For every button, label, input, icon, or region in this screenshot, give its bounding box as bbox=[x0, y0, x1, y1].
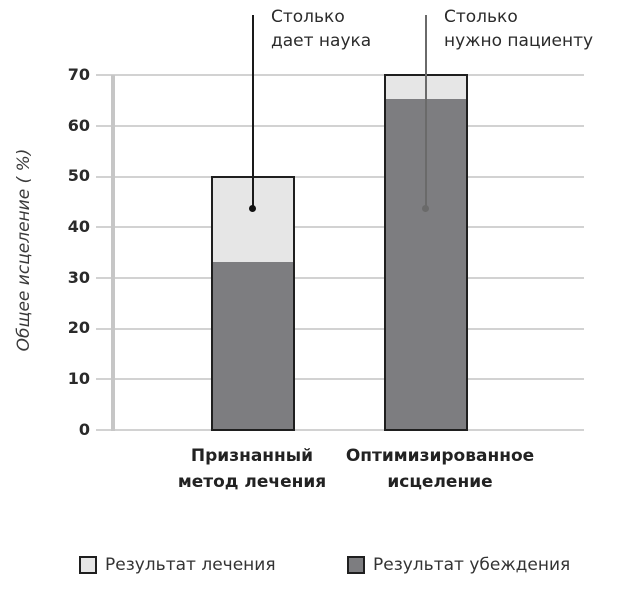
annotation-science: Столько дает наука bbox=[271, 5, 371, 53]
y-axis-label: Общее исцеление ( %) bbox=[14, 148, 34, 352]
legend-item-treatment-result: Результат лечения bbox=[79, 555, 276, 575]
gridline-70 bbox=[96, 74, 584, 76]
y-tick-label: 20 bbox=[67, 318, 90, 337]
legend-label: Результат убеждения bbox=[373, 555, 571, 575]
legend-item-persuasion-result: Результат убеждения bbox=[347, 555, 570, 575]
category-label-optimized-healing: Оптимизированное исцеление bbox=[330, 443, 550, 495]
category-label-recognized-treatment: Признанный метод лечения bbox=[163, 443, 341, 495]
gridline-30 bbox=[96, 277, 584, 279]
gridline-20 bbox=[96, 328, 584, 330]
annotation-patient: Столько нужно пациенту bbox=[444, 5, 593, 53]
y-tick-label: 50 bbox=[67, 166, 90, 185]
annotation-patient-line1: Столько bbox=[444, 7, 518, 27]
y-tick-label: 0 bbox=[78, 420, 90, 439]
category-label-line2: исцеление bbox=[387, 472, 493, 492]
y-tick-label: 10 bbox=[67, 369, 90, 388]
annotation-marker-dot-2 bbox=[422, 205, 429, 212]
annotation-science-line1: Столько bbox=[271, 7, 345, 27]
annotation-patient-line2: нужно пациенту bbox=[444, 31, 594, 51]
annotation-leader-line-2 bbox=[425, 15, 427, 208]
gridline-50 bbox=[96, 176, 584, 178]
category-label-line2: метод лечения bbox=[177, 472, 327, 492]
category-label-line1: Оптимизированное bbox=[345, 446, 535, 466]
y-tick-label: 60 bbox=[67, 116, 90, 135]
bar-segment-persuasion bbox=[213, 262, 293, 429]
y-tick-label: 30 bbox=[67, 268, 90, 287]
y-tick-label: 70 bbox=[67, 65, 90, 84]
bar-recognized-treatment bbox=[211, 176, 295, 431]
category-label-line1: Признанный bbox=[190, 446, 314, 466]
gridline-40 bbox=[96, 226, 584, 228]
legend-label: Результат лечения bbox=[105, 555, 276, 575]
gridline-0 bbox=[96, 429, 584, 431]
legend-swatch-light bbox=[79, 556, 97, 574]
annotation-marker-dot-1 bbox=[249, 205, 256, 212]
annotation-science-line2: дает наука bbox=[271, 31, 372, 51]
annotation-leader-line-1 bbox=[252, 15, 254, 208]
y-tick-label: 40 bbox=[67, 217, 90, 236]
y-axis-line bbox=[111, 75, 115, 431]
legend-swatch-dark bbox=[347, 556, 365, 574]
gridline-60 bbox=[96, 125, 584, 127]
gridline-10 bbox=[96, 378, 584, 380]
